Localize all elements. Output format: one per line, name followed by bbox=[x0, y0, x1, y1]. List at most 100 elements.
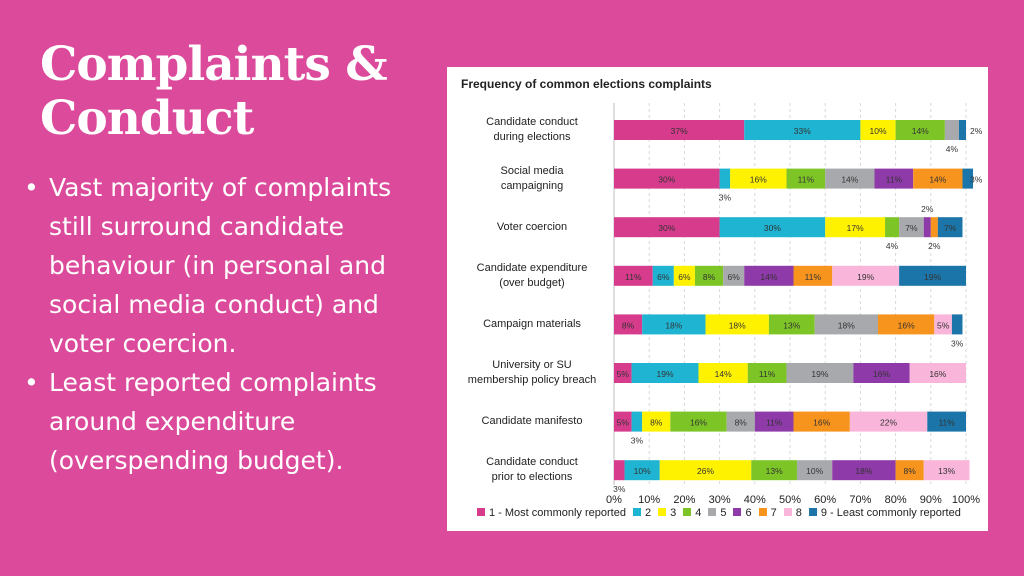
bar-segment bbox=[951, 314, 963, 335]
data-label: 18% bbox=[855, 466, 872, 476]
data-label: 26% bbox=[697, 466, 714, 476]
x-tick-label: 80% bbox=[885, 494, 907, 506]
bar-segment bbox=[673, 265, 695, 286]
bar-segment bbox=[814, 314, 878, 335]
data-label: 11% bbox=[766, 418, 783, 428]
data-label: 14% bbox=[841, 175, 858, 185]
bar-segment bbox=[719, 168, 731, 189]
data-label: 2% bbox=[928, 241, 941, 251]
x-tick-label: 70% bbox=[849, 494, 871, 506]
data-label: 8% bbox=[703, 272, 716, 282]
legend-label: 4 bbox=[695, 507, 702, 519]
data-label: 6% bbox=[728, 272, 741, 282]
category-label-line: membership policy breach bbox=[467, 374, 597, 386]
bar-segment bbox=[614, 460, 625, 481]
legend-swatch bbox=[733, 508, 742, 516]
bar-segment bbox=[913, 168, 963, 189]
legend-swatch bbox=[658, 508, 667, 516]
bar-segment bbox=[786, 168, 826, 189]
bar-segment bbox=[832, 265, 900, 286]
bar-segment bbox=[719, 217, 826, 238]
legend-item: 6 bbox=[733, 507, 752, 519]
slide-title: Complaints & Conduct bbox=[40, 38, 440, 146]
bar-segment bbox=[793, 265, 833, 286]
x-tick-label: 10% bbox=[638, 494, 660, 506]
bar-segment bbox=[797, 460, 833, 481]
bar-segment bbox=[786, 363, 854, 383]
bar-segment bbox=[849, 411, 928, 432]
bar-segment bbox=[768, 314, 815, 335]
data-label: 16% bbox=[873, 369, 890, 379]
bar-segment bbox=[944, 120, 959, 140]
bar-segment bbox=[793, 411, 850, 432]
bar-segment bbox=[899, 217, 924, 238]
data-label: 8% bbox=[622, 320, 635, 330]
bullet-item: • Least reported complaints around expen… bbox=[24, 363, 424, 480]
data-label: 10% bbox=[869, 126, 886, 136]
category-label: Voter coercion bbox=[457, 220, 607, 235]
bar-segment bbox=[614, 314, 643, 335]
x-tick-label: 0% bbox=[606, 494, 622, 506]
data-label: 14% bbox=[760, 272, 777, 282]
chart-legend: 1 - Most commonly reported 2 3 4 5 6 7 8 9 - Lea… bbox=[477, 507, 968, 519]
data-label: 8% bbox=[650, 418, 663, 428]
data-label: 2% bbox=[921, 204, 934, 214]
bar-segment bbox=[631, 363, 699, 383]
bar-segment bbox=[652, 265, 674, 286]
legend-item: 2 bbox=[632, 507, 652, 519]
chart-panel: Frequency of common elections complaints… bbox=[447, 67, 988, 531]
bar-segment bbox=[923, 217, 931, 238]
data-label: 3% bbox=[631, 436, 644, 446]
data-label: 11% bbox=[805, 272, 822, 282]
bar-segment bbox=[895, 120, 945, 140]
x-tick-label: 100% bbox=[952, 494, 980, 506]
category-label-line: Campaign materials bbox=[483, 317, 581, 330]
data-label: 11% bbox=[886, 175, 903, 185]
bar-segment bbox=[874, 168, 914, 189]
bullet-line: Least reported complaints bbox=[49, 368, 377, 397]
bullet-line: social media conduct) and bbox=[49, 290, 379, 319]
data-label: 6% bbox=[657, 272, 670, 282]
category-label-line: Candidate conduct bbox=[486, 456, 578, 469]
bar-segment bbox=[885, 217, 900, 238]
data-label: 4% bbox=[886, 241, 899, 251]
x-tick-label: 50% bbox=[779, 494, 801, 506]
bullet-line: still surround candidate bbox=[49, 212, 344, 241]
bar-segment bbox=[744, 120, 861, 140]
bar-segment bbox=[642, 411, 671, 432]
category-label: University or SU membership policy breach bbox=[457, 358, 607, 388]
legend-swatch bbox=[783, 508, 792, 516]
legend-swatch bbox=[683, 508, 692, 516]
data-label: 19% bbox=[857, 272, 874, 282]
category-label-line: during elections bbox=[493, 131, 571, 143]
data-label: 10% bbox=[634, 466, 651, 476]
data-label: 4% bbox=[946, 144, 959, 154]
legend-label: 3 bbox=[670, 507, 677, 519]
category-label-line: Candidate manifesto bbox=[481, 415, 583, 428]
bullet-list: • Vast majority of complaints still surr… bbox=[24, 168, 424, 480]
data-label: 7% bbox=[905, 223, 918, 233]
data-label: 5% bbox=[617, 418, 630, 428]
bar-segment bbox=[747, 363, 787, 383]
bar-segment bbox=[726, 411, 755, 432]
data-label: 8% bbox=[904, 466, 917, 476]
data-label: 18% bbox=[665, 320, 682, 330]
legend-item: 4 bbox=[683, 507, 701, 519]
data-label: 5% bbox=[937, 320, 950, 330]
legend-label: 6 bbox=[745, 507, 752, 519]
category-label: Candidate conduct during elections bbox=[457, 115, 607, 145]
data-label: 16% bbox=[750, 175, 767, 185]
legend-item: 9 - Least commonly reported bbox=[808, 507, 961, 519]
data-label: 30% bbox=[658, 175, 675, 185]
legend-label: 2 bbox=[644, 507, 652, 519]
bar-segment bbox=[730, 168, 787, 189]
bar-segment bbox=[698, 363, 748, 383]
legend-swatch bbox=[632, 508, 641, 516]
bar-segment bbox=[642, 314, 706, 335]
data-label: 3% bbox=[719, 193, 732, 203]
legend-swatch bbox=[808, 508, 817, 516]
bar-segment bbox=[878, 314, 935, 335]
bar-segment bbox=[614, 120, 745, 140]
bar-segment bbox=[909, 363, 966, 383]
bullet-symbol: • bbox=[24, 368, 39, 397]
